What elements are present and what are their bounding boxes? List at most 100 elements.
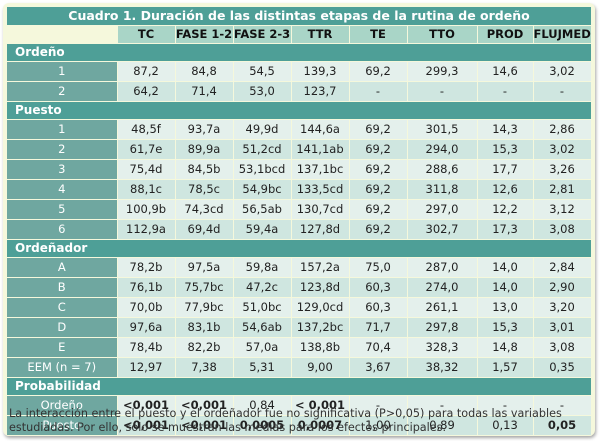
table-cell: 12,2 — [477, 199, 534, 220]
table-cell: 0,0005 — [233, 415, 292, 436]
table-cell: 59,8a — [233, 257, 292, 278]
table-cell: < 0,001 — [291, 435, 350, 436]
table-cell: 97,5a — [175, 257, 234, 278]
table-cell: 84,5b — [175, 159, 234, 180]
table-cell: 3,67 — [349, 357, 408, 378]
table-cell: - — [533, 81, 592, 102]
section-title: Ordeñador — [7, 239, 592, 258]
table-cell: 3,01 — [533, 317, 592, 338]
table-cell: 51,2cd — [233, 139, 292, 160]
table-cell: 299,3 — [407, 61, 478, 82]
table-cell: 0,0004 — [175, 435, 234, 436]
table-cell: 2,84 — [533, 257, 592, 278]
table-cell: 0,39 — [477, 435, 534, 436]
table-cell: - — [349, 395, 408, 416]
table-cell: 0,05 — [533, 415, 592, 436]
table-cell: 141,1ab — [291, 139, 350, 160]
table-cell: 0,0007 — [291, 415, 350, 436]
table-cell: 14,6 — [477, 61, 534, 82]
table-cell: < 0,001 — [233, 435, 292, 436]
column-header: FASE 2-3 — [233, 26, 292, 44]
row-label: 5 — [7, 199, 118, 220]
column-header: TC — [117, 26, 176, 44]
table-cell: 69,2 — [349, 119, 408, 140]
table-cell: 54,9bc — [233, 179, 292, 200]
table-cell: 69,2 — [349, 61, 408, 82]
table-row: Ordeño <0,001 <0,001 0,84 < 0,001- - - - — [7, 395, 592, 416]
table-cell: 274,0 — [407, 277, 478, 298]
row-label: Ordeñador — [7, 435, 118, 436]
table-cell: 100,9b — [117, 199, 176, 220]
table-cell: 56,5ab — [233, 199, 292, 220]
table-cell: 157,2a — [291, 257, 350, 278]
table-cell: 17,3 — [477, 219, 534, 240]
table-cell: 144,6a — [291, 119, 350, 140]
table-cell: - — [407, 81, 478, 102]
table-cell: 287,0 — [407, 257, 478, 278]
table-cell: 137,1bc — [291, 159, 350, 180]
table-cell: 69,2 — [349, 219, 408, 240]
table-cell: 87,2 — [117, 61, 176, 82]
table-cell: 59,4a — [233, 219, 292, 240]
row-label: D — [7, 317, 118, 338]
row-label: C — [7, 297, 118, 318]
section-header-row: Probabilidad — [7, 377, 592, 396]
row-label: B — [7, 277, 118, 298]
table-cell: 69,4d — [175, 219, 234, 240]
table-cell: - — [407, 395, 478, 416]
table-cell: 112,9a — [117, 219, 176, 240]
table-cell: 294,0 — [407, 139, 478, 160]
table-cell: 328,3 — [407, 337, 478, 358]
table-cell: 14,3 — [477, 119, 534, 140]
results-table: TC FASE 1-2 FASE 2-3 TTR TE TTO PROD FLUJMED Or… — [7, 26, 592, 436]
section-title: Probabilidad — [7, 377, 592, 396]
table-cell: 38,32 — [407, 357, 478, 378]
row-label: 2 — [7, 81, 118, 102]
table-row: E 78,4b 82,2b 57,0a 138,8b 70,4 328,3 14,8 3,08 — [7, 337, 592, 358]
table-cell: <0,001 — [175, 395, 234, 416]
table-cell: 302,7 — [407, 219, 478, 240]
table-cell: 75,7bc — [175, 277, 234, 298]
section-title: Ordeño — [7, 43, 592, 62]
table-cell: 133,5cd — [291, 179, 350, 200]
section-header-row: Ordeño — [7, 43, 592, 62]
table-cell: 71,4 — [175, 81, 234, 102]
column-header: PROD — [477, 26, 534, 44]
row-label: Ordeño — [7, 395, 118, 416]
table-cell: 69,2 — [349, 179, 408, 200]
table-cell: - — [477, 81, 534, 102]
table-row: 4 88,1c 78,5c 54,9bc 133,5cd 69,2 311,8 12,6 2,8… — [7, 179, 592, 200]
table-row: B 76,1b 75,7bc 47,2c 123,8d 60,3 274,0 14,0 2,90 — [7, 277, 592, 298]
table-cell: 301,5 — [407, 119, 478, 140]
table-cell: <0,001 — [117, 435, 176, 436]
column-header: TTO — [407, 26, 478, 44]
table-cell: 57,0a — [233, 337, 292, 358]
table-row: 3 75,4d 84,5b 53,1bcd 137,1bc 69,2 288,6 17,7 3,… — [7, 159, 592, 180]
table-cell: 0,84 — [233, 395, 292, 416]
table-cell: 139,3 — [291, 61, 350, 82]
row-label: 1 — [7, 119, 118, 140]
table-cell: 0,0001 — [407, 435, 478, 436]
table-row: 6 112,9a 69,4d 59,4a 127,8d 69,2 302,7 17,3 3,08 — [7, 219, 592, 240]
table-cell: 137,2bc — [291, 317, 350, 338]
table-cell: 12,6 — [477, 179, 534, 200]
column-header: FLUJMED — [533, 26, 592, 44]
table-cell: 3,02 — [533, 139, 592, 160]
table-cell: < 0,001 — [291, 395, 350, 416]
table-cell: 288,6 — [407, 159, 478, 180]
table-cell: 0,35 — [533, 357, 592, 378]
table-cell: 75,4d — [117, 159, 176, 180]
table-cell: 78,5c — [175, 179, 234, 200]
table-title: Cuadro 1. Duración de las distintas etap… — [7, 7, 591, 25]
table-cell: <0,001 — [117, 395, 176, 416]
table-cell: 53,1bcd — [233, 159, 292, 180]
table-cell: 97,6a — [117, 317, 176, 338]
header-corner — [7, 26, 118, 44]
section-title: Puesto — [7, 101, 592, 120]
table-cell: 78,2b — [117, 257, 176, 278]
table-row: Puesto <0,001 <0,001 0,0005 0,0007 1,00 0,89 0,… — [7, 415, 592, 436]
table-row: D 97,6a 83,1b 54,6ab 137,2bc 71,7 297,8 15,3 3,0… — [7, 317, 592, 338]
table-cell: 3,20 — [533, 297, 592, 318]
column-header: TE — [349, 26, 408, 44]
